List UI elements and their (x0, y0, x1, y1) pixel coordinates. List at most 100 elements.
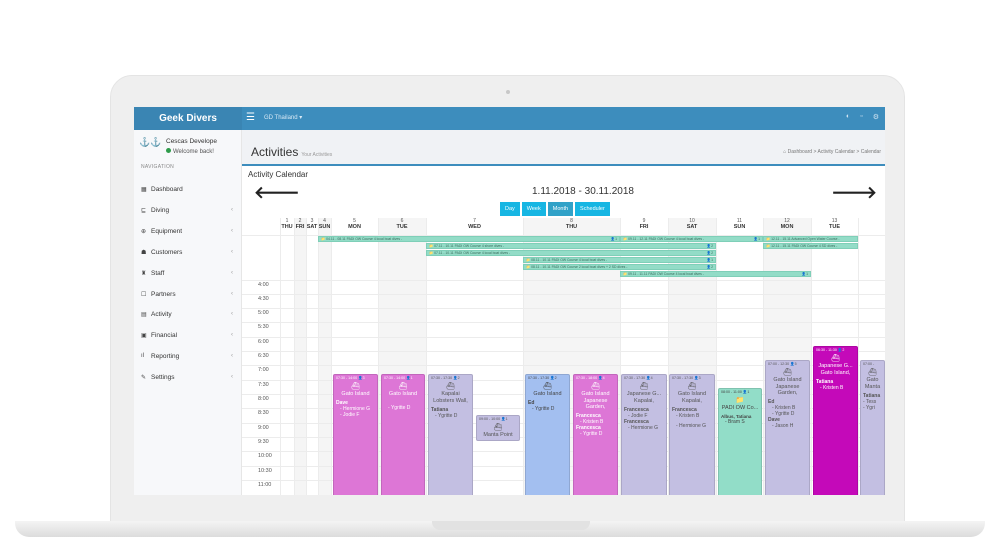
header-divider (242, 235, 885, 236)
dive-event[interactable]: 07:00 - ⛴ Gato Manta Tatiana - Tess - Ygri (860, 360, 885, 495)
day-column[interactable] (426, 218, 523, 495)
page-subtitle: Your Activities (301, 152, 333, 158)
chevron-left-icon: ‹ (231, 207, 233, 213)
course-bar[interactable]: 📁 07.11 - 10.11 PADI OW Course 4 shore d… (426, 243, 716, 249)
day-column[interactable] (858, 218, 885, 495)
sidebar-item-equipment[interactable]: ⊕ Equipment ‹ (141, 224, 233, 238)
help-icon[interactable]: ◐ (846, 113, 851, 120)
user-avatar: ⚓⚓ (139, 137, 162, 147)
day-column[interactable] (318, 218, 331, 495)
boat-icon: ⛴ (446, 383, 455, 390)
day-header: 13 TUE (829, 218, 840, 230)
day-view-button[interactable]: Day (500, 202, 520, 216)
chevron-left-icon: ‹ (231, 374, 233, 380)
course-bar[interactable]: 📁 08.11 - 10.11 PADI OW Course 4 local b… (523, 257, 716, 263)
dive-event[interactable]: 07:30 - 17:30 👤2 ⛴ Gato Island Ed - Ygrit… (525, 374, 570, 495)
day-header: 6 TUE (396, 218, 408, 230)
partners-icon: ☐ (141, 291, 147, 298)
day-header: 3 SAT (306, 218, 318, 230)
chevron-left-icon: ‹ (231, 228, 233, 234)
main-content: Activities Your Activities ⌂ Dashboard > … (242, 130, 885, 495)
week-view-button[interactable]: Week (521, 202, 546, 216)
sidebar-item-reporting[interactable]: ıl Reporting ‹ (141, 349, 233, 363)
status-text: Welcome back! (173, 149, 214, 155)
course-bar[interactable]: 📁 09.11 - 11.11 PADI OW Course 4 local b… (620, 271, 811, 277)
course-bar[interactable]: 📁 12.11 - 15.11 PADI OW Course 4 SD dive… (763, 243, 858, 249)
day-header: 4 SUN (318, 218, 331, 230)
course-bar[interactable]: 📁 08.11 - 10.11 PADI OW Course 2 local b… (523, 264, 716, 270)
online-dot-icon (166, 148, 171, 153)
sidebar-item-customers[interactable]: ☗ Customers ‹ (141, 245, 233, 259)
day-header: 5 MON (348, 218, 361, 230)
breadcrumb-dashboard[interactable]: ⌂ Dashboard (783, 149, 813, 155)
sidebar-item-financial[interactable]: ▣ Financial ‹ (141, 328, 233, 342)
user-name: Cescas Develope (166, 138, 217, 145)
diving-icon: ⊑ (141, 207, 147, 214)
top-navbar: Geek Divers ☰ GD Thailand ▾ ◐ ▫ ⚙ (134, 107, 885, 130)
title-text: Activities (251, 145, 299, 159)
time-label: 8:00 (258, 396, 269, 402)
boat-icon: ⛴ (687, 383, 697, 390)
staff-icon: ♜ (141, 270, 147, 277)
chevron-left-icon: ‹ (231, 332, 233, 338)
boat-icon: ⛴ (591, 383, 600, 390)
financial-icon: ▣ (141, 332, 147, 339)
time-label: 10:00 (258, 453, 272, 459)
next-arrow-icon[interactable]: 🡒 (831, 183, 877, 202)
user-status: Welcome back! (166, 148, 214, 155)
dive-event[interactable]: 07:30 - 17:30 👤3 ⛴ Gato Island Kapalai, Fr… (669, 374, 715, 495)
boat-icon: ⛴ (868, 369, 877, 376)
dashboard-icon: ▦ (141, 186, 147, 193)
course-event[interactable]: 08:00 - 11:00 👤1 📁 PADI OW Co... Albus, T… (718, 388, 762, 495)
dive-event[interactable]: 07:30 - 17:30 👤2 ⛴ Kapalai Lobsters Wall, … (428, 374, 473, 495)
breadcrumb-activity-calendar[interactable]: Activity Calendar (817, 149, 855, 155)
sidebar-item-settings[interactable]: ✎ Settings ‹ (141, 370, 233, 384)
brand-logo[interactable]: Geek Divers (134, 107, 242, 130)
chevron-left-icon: ‹ (231, 291, 233, 297)
location-dropdown[interactable]: GD Thailand ▾ (264, 115, 303, 121)
course-bar[interactable]: 📁 07.11 - 10.11 PADI OW Course 4 local b… (426, 250, 716, 256)
prev-arrow-icon[interactable]: 🡐 (254, 183, 300, 202)
dive-event[interactable]: 07:30 - 18:00 👤4 ⛴ Gato Island Japanese Ga… (573, 374, 618, 495)
day-column[interactable] (811, 218, 858, 495)
notification-icon[interactable]: ▫ (860, 113, 863, 120)
sidebar-item-dashboard[interactable]: ▦ Dashboard (141, 182, 233, 196)
day-column[interactable] (306, 218, 318, 495)
course-bar[interactable]: 📁 09.11 - 12.11 PADI OW Course 4 local b… (620, 236, 763, 242)
dive-event[interactable]: 07:30 - 17:30 👤4 ⛴ Japanese G... Kapalai, … (621, 374, 667, 495)
time-label: 9:00 (258, 425, 269, 431)
time-label: 11:00 (258, 482, 272, 488)
sidebar-item-staff[interactable]: ♜ Staff ‹ (141, 266, 233, 280)
day-column[interactable] (280, 218, 294, 495)
sidebar-item-partners[interactable]: ☐ Partners ‹ (141, 287, 233, 301)
panel-title: Activity Calendar (248, 170, 309, 179)
nav-label: Equipment (151, 227, 183, 235)
day-column[interactable] (620, 218, 668, 495)
dive-event[interactable]: 06:30 - 11:30 👤2 ⛴ Japanese G... Gato Isla… (813, 346, 858, 495)
sidebar-item-activity[interactable]: ▤ Activity ‹ (141, 307, 233, 321)
day-column[interactable] (294, 218, 306, 495)
nav-label: Settings (151, 373, 175, 381)
dive-event[interactable]: 07:00 - 12:30 👤5 ⛴ Gato Island Japanese Ga… (765, 360, 810, 495)
view-switcher: Day Week Month Scheduler (500, 202, 610, 216)
course-bar[interactable]: 📁 12.11 - 15.11 Advanced Open Water Cour… (763, 236, 858, 242)
scheduler-view-button[interactable]: Scheduler (575, 202, 610, 216)
dive-event[interactable]: 09:00 - 10:00 👤1 ⛴ Manta Point (476, 415, 520, 441)
day-column[interactable] (716, 218, 763, 495)
dive-event[interactable]: 07:30 - 14:00 👤3 ⛴ Gato Island Dave - Her… (333, 374, 378, 495)
dive-event[interactable]: 07:30 - 14:00 👤1 ⛴ Gato Island - Ygritte … (381, 374, 425, 495)
nav-label: Diving (151, 206, 170, 214)
sidebar-item-diving[interactable]: ⊑ Diving ‹ (141, 203, 233, 217)
boat-icon: ⛴ (351, 383, 360, 390)
time-label: 5:00 (258, 310, 269, 316)
time-label: 7:00 (258, 367, 269, 373)
time-label: 6:00 (258, 339, 269, 345)
settings-icon[interactable]: ⚙ (872, 114, 879, 121)
bar-chart-icon: ıl (141, 353, 144, 359)
menu-toggle-icon[interactable]: ☰ (246, 112, 255, 123)
course-bar[interactable]: 📁 04.11 - 08.11 PADI OW Course 4 local b… (318, 236, 620, 242)
day-column[interactable] (331, 218, 378, 495)
month-view-button[interactable]: Month (547, 202, 574, 216)
laptop-camera (506, 90, 510, 94)
time-label: 10:30 (258, 468, 272, 474)
